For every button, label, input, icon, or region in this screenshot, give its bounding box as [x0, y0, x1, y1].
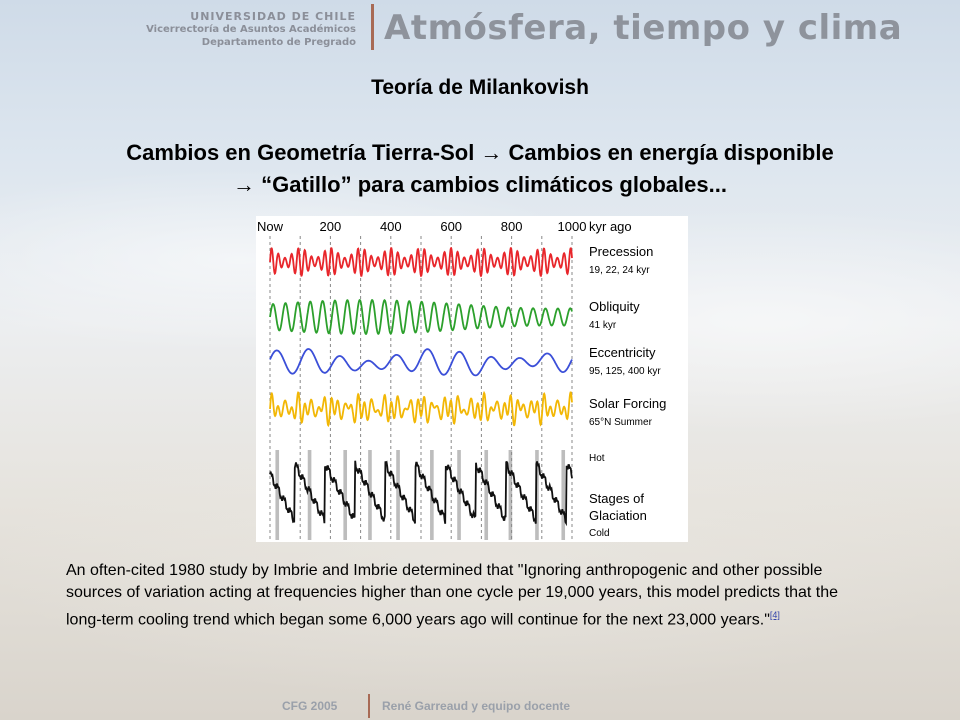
- header-divider: [371, 4, 374, 50]
- x-tick-label: 1000: [558, 219, 587, 234]
- glaciation-hot-label: Hot: [589, 453, 605, 464]
- university-name: UNIVERSIDAD DE CHILE: [190, 10, 356, 23]
- series-detail-3: 65°N Summer: [589, 417, 653, 428]
- glaciation-cold-label: Cold: [589, 528, 610, 539]
- series-label-1: Obliquity: [589, 299, 640, 314]
- body-paragraph: An often-cited 1980 study by Imbrie and …: [66, 560, 866, 631]
- slide-title: Teoría de Milankovish: [371, 76, 589, 99]
- x-tick-label: Now: [257, 219, 284, 234]
- series-label-4: Stages of: [589, 491, 644, 506]
- milankovitch-chart-svg: Now 200 400 600 800 1000 kyr ago Precession 19, …: [257, 219, 666, 540]
- x-tick-label: 400: [380, 219, 402, 234]
- x-tick-label: 800: [501, 219, 523, 234]
- interglacial-band-1: [307, 450, 312, 540]
- interglacial-band-2: [343, 450, 348, 540]
- vicerrectoria-label: Vicerrectoría de Asuntos Académicos: [146, 24, 356, 35]
- x-axis-unit: kyr ago: [589, 219, 632, 234]
- body-text: An often-cited 1980 study by Imbrie and …: [66, 562, 838, 629]
- interglacial-band-10: [561, 450, 566, 540]
- departamento-label: Departamento de Pregrado: [201, 37, 356, 48]
- milankovitch-chart: Now 200 400 600 800 1000 kyr ago Precession 19, …: [256, 216, 688, 542]
- interglacial-band-4: [396, 450, 400, 540]
- slide-header: UNIVERSIDAD DE CHILE Vicerrectoría de As…: [0, 0, 960, 58]
- footer-divider: [368, 694, 370, 718]
- solar-forcing-line: [269, 390, 573, 428]
- university-block: UNIVERSIDAD DE CHILE Vicerrectoría de As…: [146, 10, 356, 49]
- x-tick-label: 600: [440, 219, 462, 234]
- course-title: Atmósfera, tiempo y clima: [384, 8, 903, 48]
- subtitle-line-1: Cambios en Geometría Tierra-Sol → Cambio…: [126, 140, 834, 165]
- x-tick-label: 200: [320, 219, 342, 234]
- series-detail-2: 95, 125, 400 kyr: [589, 366, 661, 377]
- series-label-3: Solar Forcing: [589, 396, 666, 411]
- interglacial-band-6: [457, 450, 461, 540]
- obliquity-line: [269, 298, 573, 336]
- series-label-2: Eccentricity: [589, 345, 656, 360]
- series-detail-1: 41 kyr: [589, 320, 617, 331]
- footer-authors: René Garreaud y equipo docente: [382, 699, 571, 713]
- interglacial-band-0: [275, 450, 280, 540]
- citation-link[interactable]: [4]: [769, 610, 780, 620]
- glaciation-line: [269, 460, 573, 527]
- series-detail-0: 19, 22, 24 kyr: [589, 265, 650, 276]
- subtitle-line-2: → “Gatillo” para cambios climáticos glob…: [233, 172, 727, 197]
- footer-course-code: CFG 2005: [282, 699, 338, 713]
- eccentricity-line: [269, 348, 573, 377]
- series-label-4-cont: Glaciation: [589, 508, 647, 523]
- precession-line: [269, 246, 573, 278]
- series-label-0: Precession: [589, 244, 653, 259]
- interglacial-band-7: [484, 450, 489, 540]
- interglacial-band-8: [508, 450, 513, 540]
